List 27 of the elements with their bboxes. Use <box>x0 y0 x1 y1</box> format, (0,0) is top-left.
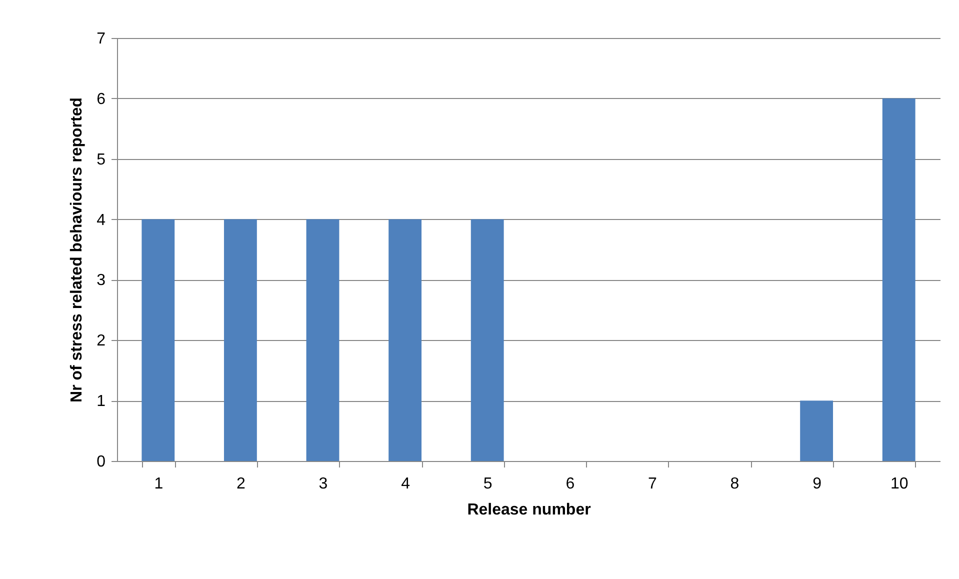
x-tick-label: 2 <box>236 476 246 492</box>
bar <box>800 400 834 461</box>
y-tick-label: 0 <box>96 454 106 470</box>
y-tick-label: 7 <box>96 30 106 48</box>
x-tick-label: 3 <box>318 476 328 492</box>
y-tick-label: 6 <box>96 90 106 108</box>
x-tick-label: 9 <box>812 476 822 492</box>
bar <box>224 219 257 461</box>
x-tick-label: 8 <box>730 476 740 492</box>
x-tick-label: 10 <box>890 476 908 492</box>
x-tick-label: 1 <box>154 476 164 492</box>
y-tick-label: 4 <box>96 212 106 229</box>
x-tick-label: 7 <box>648 476 657 492</box>
bar <box>306 219 340 461</box>
bar <box>882 98 916 461</box>
x-tick-label: 6 <box>566 476 575 492</box>
y-tick-label: 1 <box>96 393 106 410</box>
bar <box>388 219 422 461</box>
y-tick-label: 3 <box>96 272 106 290</box>
x-tick-label: 4 <box>401 476 410 492</box>
bar <box>142 219 175 461</box>
x-tick-label: 5 <box>483 476 492 492</box>
y-tick-label: 2 <box>96 332 106 350</box>
y-axis-title: Nr of stress related behaviours reported <box>68 98 86 402</box>
bar <box>470 219 504 461</box>
x-axis-title: Release number <box>467 502 591 518</box>
y-tick-label: 5 <box>96 151 106 168</box>
